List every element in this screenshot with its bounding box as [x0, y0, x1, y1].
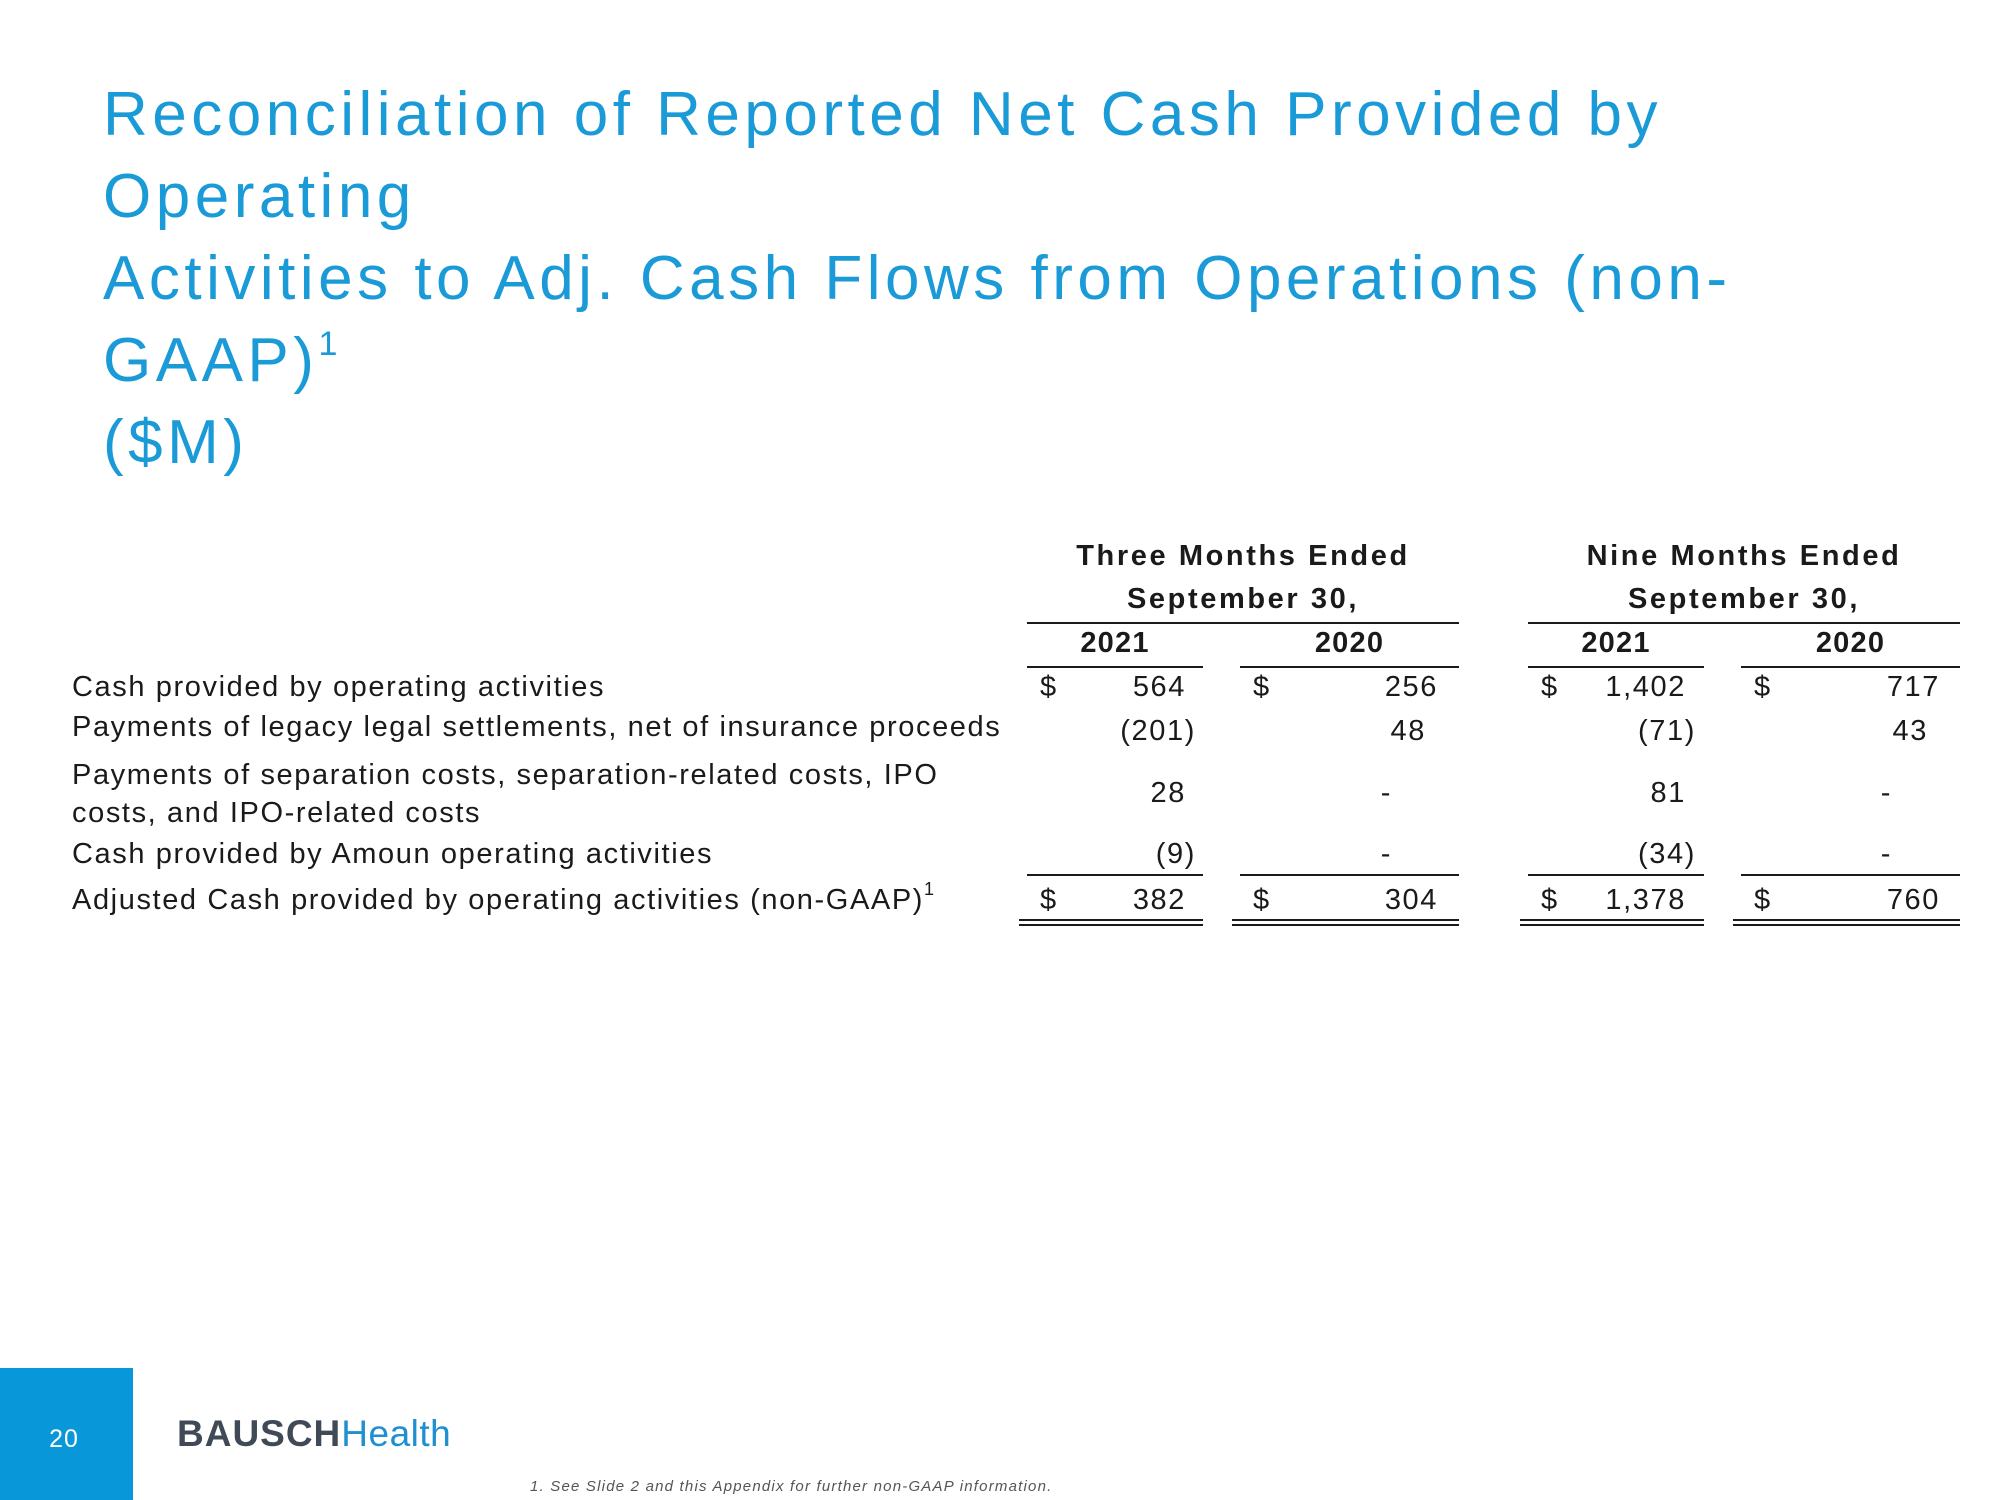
currency-symbol: $: [1040, 671, 1058, 703]
table-cell: (71): [1638, 715, 1696, 747]
currency-symbol: $: [1541, 671, 1559, 703]
table-cell: -: [1880, 838, 1892, 870]
table-cell: 256: [1384, 671, 1438, 703]
table-cell: (9): [1155, 838, 1196, 870]
table-cell: 1,402: [1605, 671, 1686, 703]
table-cell: 43: [1892, 715, 1928, 747]
title-line-2: Activities to Adj. Cash Flows from Opera…: [103, 244, 1732, 395]
table-cell: -: [1880, 777, 1892, 809]
year-header-q-2020: 2020: [1314, 627, 1385, 659]
table-cell: (201): [1120, 715, 1196, 747]
currency-symbol: $: [1754, 671, 1772, 703]
page-number: 20: [49, 1425, 79, 1453]
year-header-ytd-2020: 2020: [1815, 627, 1886, 659]
company-logo: BAUSCHHealth: [177, 1412, 451, 1456]
row-label-separation-costs-line-1: Payments of separation costs, separation…: [72, 759, 939, 791]
title-footnote-mark: 1: [318, 325, 342, 363]
footnote: 1. See Slide 2 and this Appendix for fur…: [530, 1478, 1053, 1495]
group-header-nine-months: Nine Months Ended: [1586, 540, 1902, 572]
row-label-adjusted-cash-text: Adjusted Cash provided by operating acti…: [72, 884, 925, 916]
group-header-nine-months-date: September 30,: [1627, 583, 1861, 615]
currency-symbol: $: [1541, 884, 1559, 916]
year-header-ytd-2021: 2021: [1581, 627, 1651, 659]
total-double-rule: [1232, 919, 1459, 926]
currency-symbol: $: [1040, 884, 1058, 916]
row-label-amoun: Cash provided by Amoun operating activit…: [72, 838, 714, 870]
total-double-rule: [1019, 919, 1203, 926]
group-rule-nine-months: [1528, 622, 1960, 624]
group-rule-three-months: [1027, 622, 1459, 624]
logo-wordmark-bausch: BAUSCH: [177, 1413, 342, 1454]
table-cell: 81: [1650, 777, 1686, 809]
title-line-3: ($M): [103, 408, 249, 477]
table-cell: -: [1380, 777, 1392, 809]
year-rule: [1528, 666, 1704, 668]
logo-wordmark-health: Health: [341, 1413, 452, 1454]
row-footnote-mark: 1: [924, 879, 936, 899]
year-rule: [1240, 666, 1459, 668]
table-cell: 1,378: [1605, 884, 1686, 916]
subtotal-rule: [1528, 874, 1704, 876]
row-label-separation-costs-line-2: costs, and IPO-related costs: [72, 797, 482, 829]
group-header-three-months-date: September 30,: [1126, 583, 1360, 615]
year-rule: [1027, 666, 1203, 668]
page-number-box: 20: [0, 1368, 133, 1500]
table-cell: (34): [1638, 838, 1696, 870]
table-cell: -: [1380, 838, 1392, 870]
group-header-three-months: Three Months Ended: [1076, 540, 1410, 572]
table-cell: 717: [1886, 671, 1940, 703]
table-cell: 760: [1886, 884, 1940, 916]
table-cell: 28: [1150, 777, 1186, 809]
row-label-adjusted-cash: Adjusted Cash provided by operating acti…: [72, 880, 936, 917]
table-cell: 564: [1132, 671, 1186, 703]
currency-symbol: $: [1253, 671, 1271, 703]
subtotal-rule: [1741, 874, 1960, 876]
table-cell: 382: [1132, 884, 1186, 916]
table-cell: 48: [1390, 715, 1426, 747]
subtotal-rule: [1240, 874, 1459, 876]
year-rule: [1741, 666, 1960, 668]
total-double-rule: [1520, 919, 1704, 926]
row-label-legacy-settlements: Payments of legacy legal settlements, ne…: [72, 711, 1002, 743]
subtotal-rule: [1027, 874, 1203, 876]
total-double-rule: [1733, 919, 1960, 926]
table-cell: 304: [1384, 884, 1438, 916]
title-line-1: Reconciliation of Reported Net Cash Prov…: [103, 80, 1663, 231]
currency-symbol: $: [1253, 884, 1271, 916]
page-title: Reconciliation of Reported Net Cash Prov…: [103, 74, 1903, 484]
currency-symbol: $: [1754, 884, 1772, 916]
year-header-q-2021: 2021: [1080, 627, 1150, 659]
row-label-cash-provided: Cash provided by operating activities: [72, 671, 606, 703]
